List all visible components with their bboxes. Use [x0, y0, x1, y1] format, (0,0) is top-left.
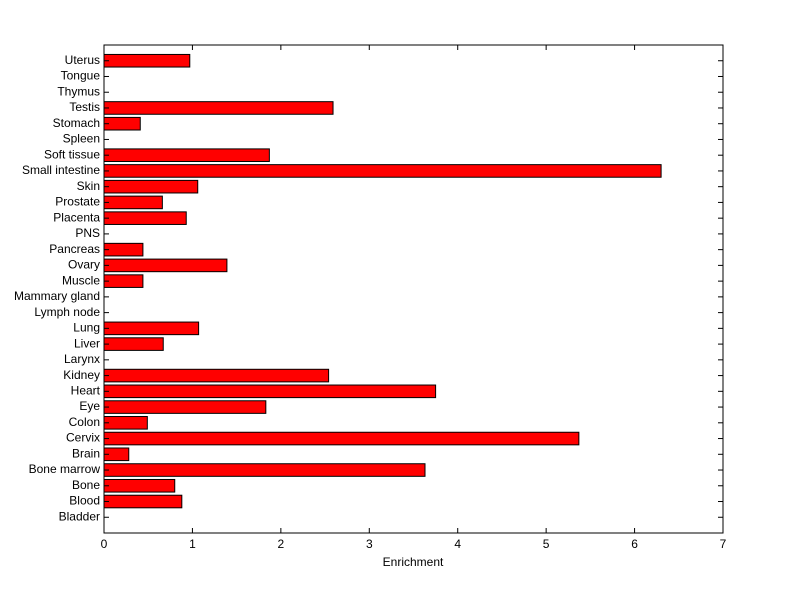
y-tick-label: Soft tissue: [44, 147, 100, 161]
y-tick-label: Liver: [74, 336, 100, 350]
x-tick-label: 4: [454, 537, 461, 551]
y-tick-label: Stomach: [53, 116, 100, 130]
bar: [103, 494, 183, 509]
y-tick-label: Bladder: [59, 509, 100, 523]
y-tick-label: Ovary: [68, 258, 100, 272]
y-tick-label: Larynx: [64, 352, 100, 366]
y-tick-label: Colon: [69, 415, 100, 429]
x-tick-label: 5: [543, 537, 550, 551]
y-tick-label: Eye: [79, 399, 100, 413]
x-tick-label: 1: [189, 537, 196, 551]
bar: [103, 384, 437, 399]
y-tick-label: Lung: [73, 321, 100, 335]
y-tick-label: PNS: [75, 226, 100, 240]
y-tick-label: Pancreas: [49, 242, 100, 256]
bar: [103, 431, 580, 446]
bar: [103, 179, 199, 194]
x-tick-label: 6: [631, 537, 638, 551]
bar: [103, 116, 141, 131]
bar: [103, 337, 164, 351]
y-tick-label: Muscle: [62, 273, 100, 287]
x-tick-label: 7: [720, 537, 727, 551]
y-tick-label: Mammary gland: [14, 289, 100, 303]
x-axis-label: Enrichment: [383, 555, 444, 569]
y-tick-label: Cervix: [66, 431, 100, 445]
bar: [103, 400, 267, 414]
bar: [103, 53, 191, 68]
bar: [103, 148, 270, 162]
y-tick-label: Small intestine: [22, 163, 100, 177]
bar: [103, 164, 662, 178]
y-tick-label: Prostate: [55, 195, 100, 209]
y-tick-label: Kidney: [63, 368, 100, 382]
y-tick-label: Bone marrow: [29, 462, 101, 476]
bar: [103, 478, 176, 493]
y-tick-label: Tongue: [61, 69, 101, 83]
x-tick-label: 0: [101, 537, 108, 551]
y-tick-label: Lymph node: [34, 305, 100, 319]
y-tick-label: Brain: [72, 446, 100, 460]
bar: [103, 242, 144, 257]
bar: [103, 211, 187, 225]
bar: [103, 368, 330, 383]
bar: [103, 274, 144, 288]
bar: [103, 416, 148, 430]
bar: [103, 321, 200, 336]
bar: [103, 463, 426, 477]
plot-frame: [103, 44, 724, 534]
y-tick-label: Thymus: [57, 84, 100, 98]
y-tick-label: Heart: [71, 383, 101, 397]
x-tick-label: 2: [278, 537, 285, 551]
y-tick-label: Skin: [77, 179, 100, 193]
y-tick-label: Bone: [72, 478, 100, 492]
y-tick-label: Testis: [69, 100, 100, 114]
y-tick-label: Spleen: [63, 132, 100, 146]
bar: [103, 101, 334, 115]
y-tick-label: Blood: [69, 494, 100, 508]
bar: [103, 195, 163, 210]
y-tick-label: Placenta: [53, 210, 100, 224]
x-tick-label: 3: [366, 537, 373, 551]
bar: [103, 258, 228, 273]
y-tick-label: Uterus: [65, 53, 100, 67]
